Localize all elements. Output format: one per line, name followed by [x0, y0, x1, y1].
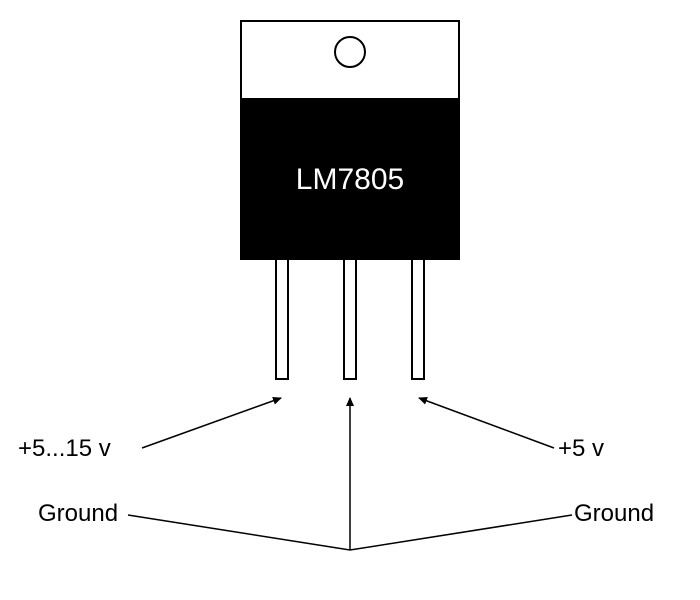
pin-input	[275, 258, 289, 380]
label-input-voltage: +5...15 v	[18, 435, 111, 463]
mounting-hole-icon	[334, 36, 366, 68]
part-number-label: LM7805	[296, 163, 404, 197]
wire-ground-right	[350, 515, 572, 550]
wire-ground-left	[128, 515, 350, 550]
pin-output	[411, 258, 425, 380]
label-output-voltage: +5 v	[558, 435, 604, 463]
label-ground-left: Ground	[38, 500, 118, 528]
pin-ground	[343, 258, 357, 380]
label-ground-right: Ground	[574, 500, 654, 528]
wire-output	[419, 398, 554, 448]
diagram-container: LM7805 +5...15 v Ground +5 v Ground	[0, 0, 700, 600]
wire-input	[142, 398, 281, 448]
component-body: LM7805	[240, 100, 460, 260]
